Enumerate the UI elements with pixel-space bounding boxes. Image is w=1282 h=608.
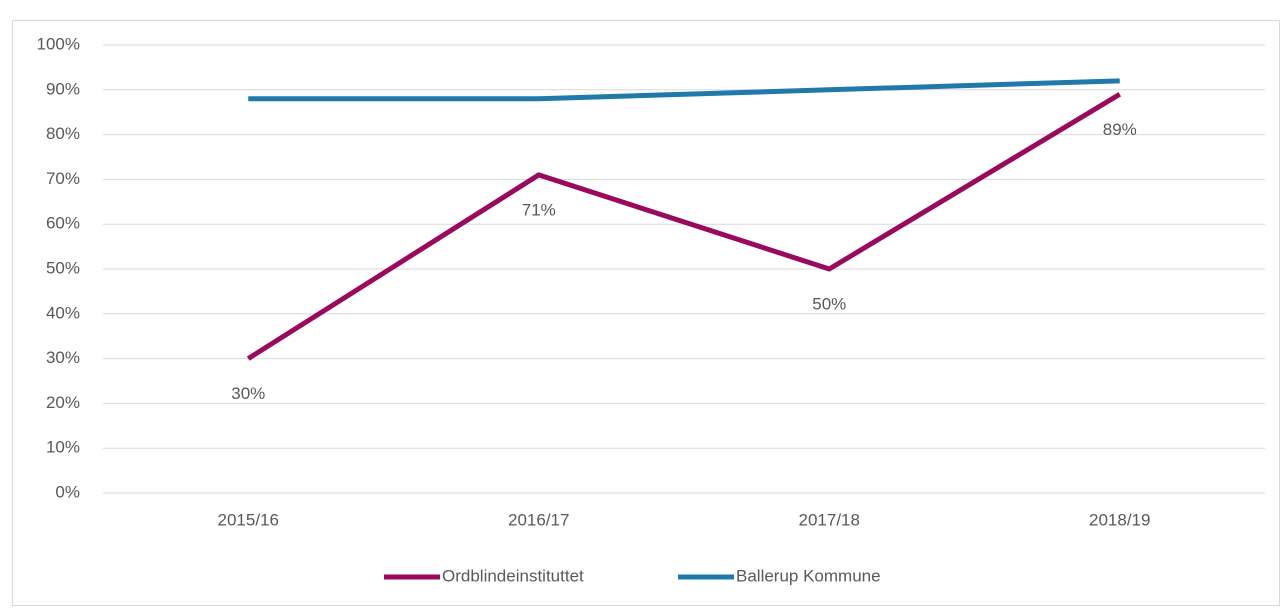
data-label: 30% — [231, 384, 265, 403]
y-tick-label: 100% — [37, 34, 80, 53]
legend-label: Ordblindeinstituttet — [442, 566, 584, 585]
series-line — [246, 92, 1122, 361]
y-tick-label: 30% — [46, 348, 80, 367]
data-label: 89% — [1103, 120, 1137, 139]
x-tick-label: 2017/18 — [799, 510, 860, 529]
y-tick-label: 40% — [46, 303, 80, 322]
y-tick-label: 60% — [46, 214, 80, 233]
legend-label: Ballerup Kommune — [736, 566, 881, 585]
y-tick-label: 0% — [55, 482, 80, 501]
chart-frame — [12, 20, 1280, 606]
y-tick-label: 50% — [46, 258, 80, 277]
y-tick-label: 10% — [46, 438, 80, 457]
y-tick-label: 70% — [46, 169, 80, 188]
x-tick-label: 2018/19 — [1089, 510, 1150, 529]
data-label: 71% — [522, 200, 556, 219]
x-tick-label: 2015/16 — [218, 510, 279, 529]
x-tick-label: 2016/17 — [508, 510, 569, 529]
y-tick-label: 80% — [46, 124, 80, 143]
y-tick-label: 20% — [46, 393, 80, 412]
y-tick-label: 90% — [46, 79, 80, 98]
series-line — [248, 78, 1120, 102]
data-label: 50% — [812, 294, 846, 313]
